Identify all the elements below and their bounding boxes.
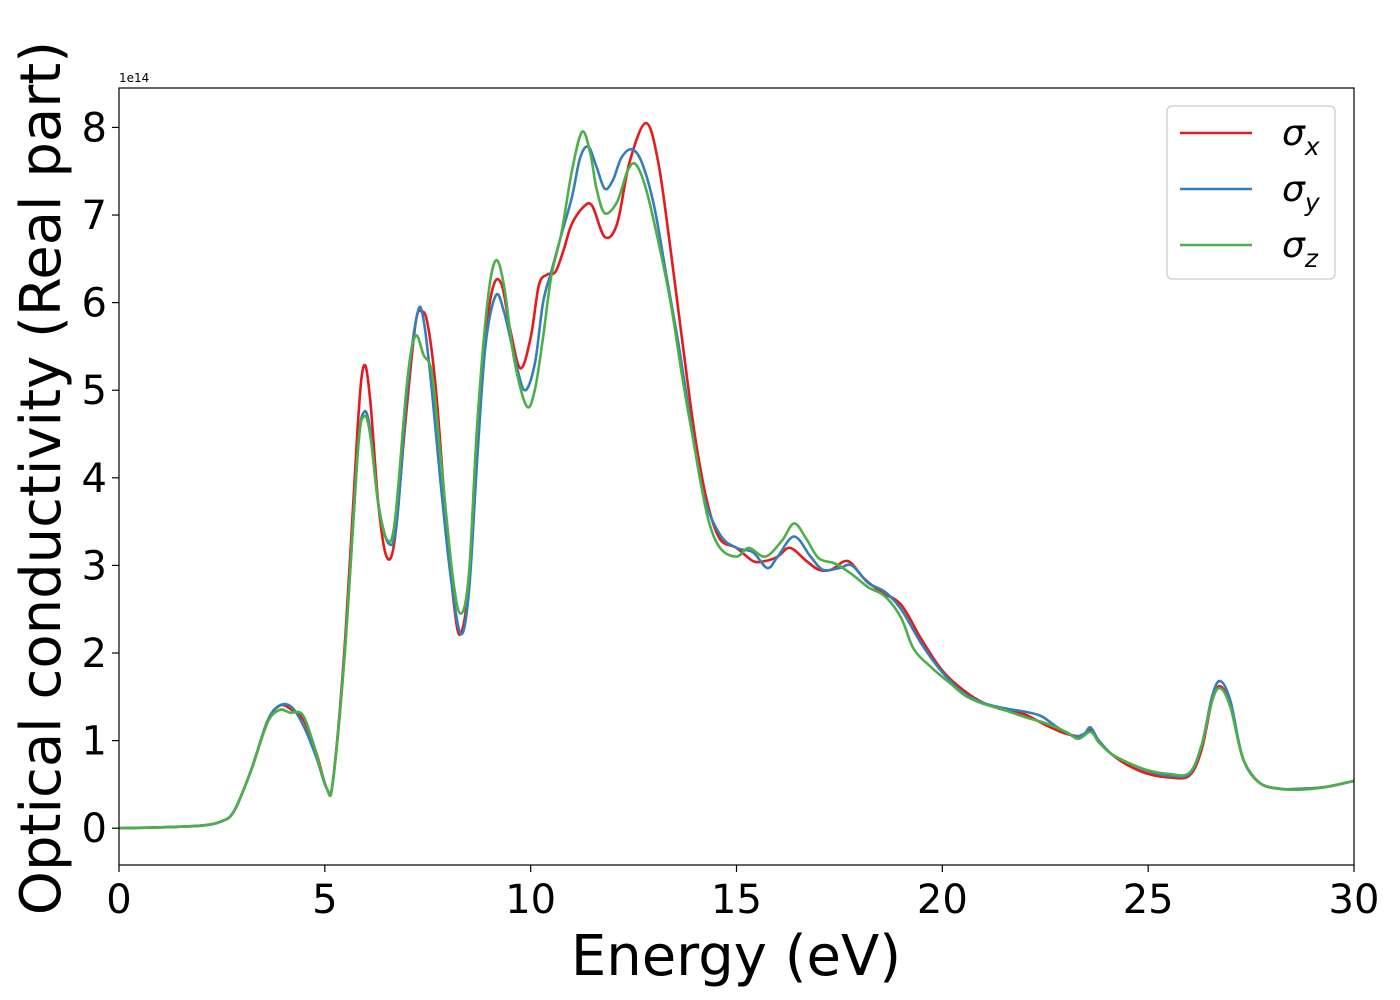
y-tick-label: 6 xyxy=(82,281,107,327)
y-tick-label: 0 xyxy=(82,806,107,852)
x-tick-label: 25 xyxy=(1123,877,1174,923)
y-tick-label: 8 xyxy=(82,105,107,151)
y-axis: 0 1 2 3 4 5 6 7 8 xyxy=(82,105,119,852)
y-tick-label: 4 xyxy=(82,456,107,502)
series-layer xyxy=(119,121,1354,830)
y-tick-label: 2 xyxy=(82,631,107,677)
y-tick-label: 7 xyxy=(82,193,107,239)
x-axis-label: Energy (eV) xyxy=(571,924,901,989)
x-tick-label: 15 xyxy=(711,877,762,923)
y-tick-label: 5 xyxy=(82,368,107,414)
legend-label-z: σz xyxy=(1282,225,1319,273)
x-tick-label: 5 xyxy=(312,877,337,923)
x-tick-label: 20 xyxy=(917,877,968,923)
y-tick-label: 1 xyxy=(82,719,107,765)
legend-box xyxy=(1166,105,1336,280)
legend-label-x: σx xyxy=(1282,113,1320,161)
y-offset-label: 1e14 xyxy=(119,71,149,85)
x-tick-label: 30 xyxy=(1329,877,1380,923)
x-tick-label: 10 xyxy=(505,877,556,923)
series-line-y xyxy=(119,145,1354,830)
legend: σx σy σz xyxy=(1166,105,1336,280)
y-tick-label: 3 xyxy=(82,543,107,589)
x-axis: 0 5 10 15 20 25 30 xyxy=(106,865,1379,923)
y-axis-label: Optical conductivity (Real part) xyxy=(9,41,74,915)
x-tick-label: 0 xyxy=(106,877,131,923)
series-line-z xyxy=(119,130,1354,830)
legend-label-y: σy xyxy=(1282,169,1321,217)
